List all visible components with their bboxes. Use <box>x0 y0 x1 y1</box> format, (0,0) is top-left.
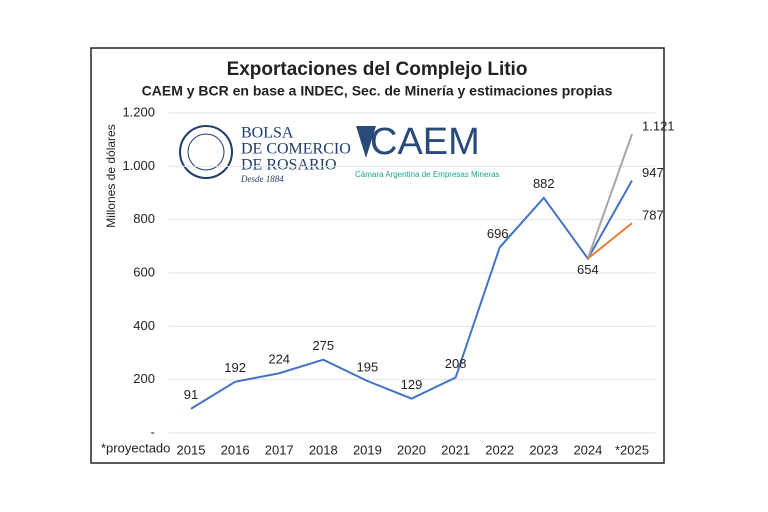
y-tick-label: 1.000 <box>122 158 155 173</box>
bcr-name: DE COMERCIO <box>241 141 351 158</box>
y-tick-label: 400 <box>133 318 155 333</box>
footnote: *proyectado <box>101 440 170 455</box>
data-label: 947 <box>642 165 664 180</box>
chart-frame <box>90 47 665 464</box>
chart-subtitle: CAEM y BCR en base a INDEC, Sec. de Mine… <box>142 83 613 99</box>
y-axis-label: Millones de dólares <box>104 124 118 227</box>
bcr-seal <box>179 125 233 179</box>
series-line <box>587 222 633 260</box>
x-tick-label: 2019 <box>353 442 382 457</box>
series-line <box>190 179 633 410</box>
y-tick-label: 1.200 <box>122 104 155 119</box>
x-tick-label: 2016 <box>221 442 250 457</box>
caem-name: CAEM <box>370 121 480 163</box>
data-label: 787 <box>642 208 664 223</box>
data-label: 1.121 <box>642 119 675 134</box>
caem-mark <box>356 126 376 158</box>
chart-title: Exportaciones del Complejo Litio <box>227 59 528 80</box>
x-tick-label: 2015 <box>177 442 206 457</box>
data-label: 275 <box>312 338 334 353</box>
data-label: 224 <box>268 352 290 367</box>
data-label: 696 <box>487 226 509 241</box>
data-label: 882 <box>533 176 555 191</box>
y-tick-label: 200 <box>133 371 155 386</box>
y-tick-label: 600 <box>133 264 155 279</box>
x-tick-label: 2017 <box>265 442 294 457</box>
data-label: 192 <box>224 360 246 375</box>
data-label: 195 <box>357 359 379 374</box>
x-tick-label: 2020 <box>397 442 426 457</box>
x-tick-label: 2018 <box>309 442 338 457</box>
data-label: 91 <box>184 387 198 402</box>
bcr-logo: BOLSA DE COMERCIO DE ROSARIO Desde 1884 <box>179 125 351 184</box>
data-label: 129 <box>401 377 423 392</box>
x-tick-label: 2022 <box>485 442 514 457</box>
x-tick-label: 2021 <box>441 442 470 457</box>
bcr-name: DE ROSARIO <box>241 157 337 174</box>
series-line <box>586 133 633 259</box>
data-label: 208 <box>445 356 467 371</box>
caem-subtitle: Cámara Argentina de Empresas Mineras <box>355 170 500 179</box>
bcr-name: BOLSA <box>241 125 294 142</box>
data-label: 654 <box>577 262 599 277</box>
caem-logo: CAEM Cámara Argentina de Empresas Minera… <box>355 121 500 179</box>
x-tick-label: 2023 <box>529 442 558 457</box>
y-tick-label: - <box>151 424 155 439</box>
x-tick-label: *2025 <box>615 442 649 457</box>
x-tick-label: 2024 <box>573 442 602 457</box>
bcr-since: Desde 1884 <box>240 174 284 184</box>
bcr-seal-inner <box>187 133 225 171</box>
y-tick-label: 800 <box>133 211 155 226</box>
